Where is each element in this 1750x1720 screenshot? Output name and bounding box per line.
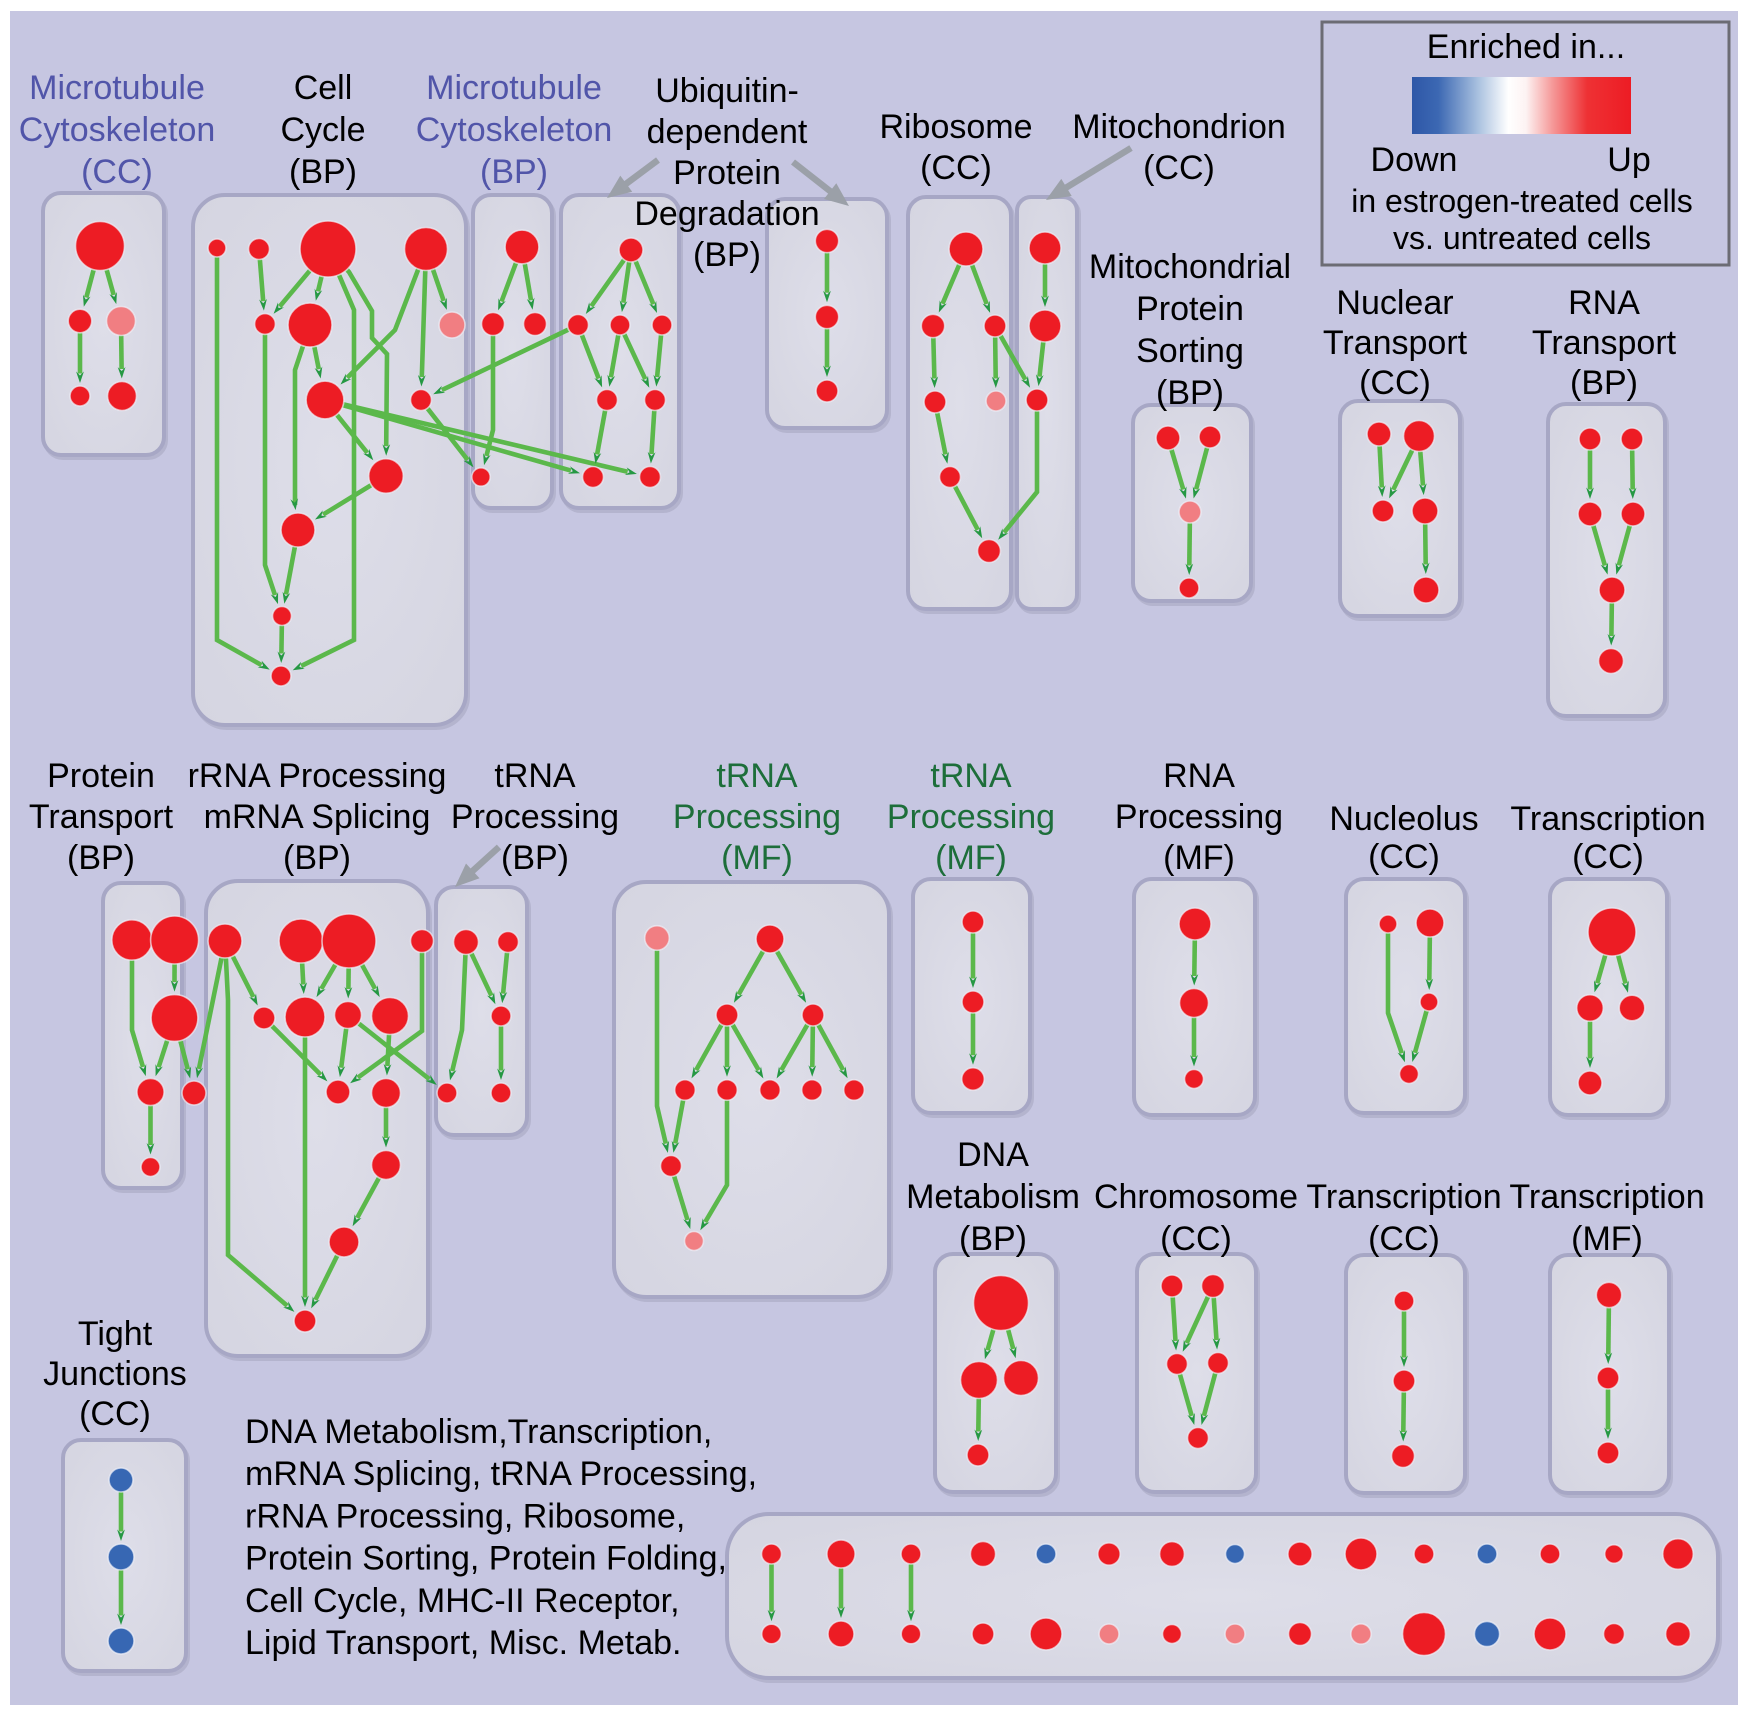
svg-text:Transport: Transport	[1323, 324, 1468, 362]
svg-text:Transport: Transport	[1532, 324, 1677, 362]
svg-text:(CC): (CC)	[1368, 1220, 1440, 1258]
svg-text:Nuclear: Nuclear	[1336, 284, 1453, 322]
svg-text:Mitochondrial: Mitochondrial	[1089, 248, 1291, 286]
svg-text:Processing: Processing	[673, 798, 841, 836]
svg-text:Enriched in...: Enriched in...	[1427, 28, 1625, 66]
svg-text:Transcription: Transcription	[1306, 1178, 1501, 1216]
svg-text:(CC): (CC)	[1160, 1220, 1232, 1258]
svg-text:(BP): (BP)	[67, 839, 135, 877]
svg-text:Protein: Protein	[1136, 290, 1244, 328]
svg-text:dependent: dependent	[647, 113, 808, 151]
svg-text:(BP): (BP)	[501, 839, 569, 877]
svg-text:Cytoskeleton: Cytoskeleton	[416, 111, 613, 149]
svg-text:(BP): (BP)	[480, 153, 548, 191]
svg-text:Transcription: Transcription	[1510, 800, 1705, 838]
svg-text:(CC): (CC)	[79, 1395, 151, 1433]
svg-text:Cytoskeleton: Cytoskeleton	[19, 111, 216, 149]
svg-text:tRNA: tRNA	[494, 757, 576, 795]
svg-text:(BP): (BP)	[283, 839, 351, 877]
svg-text:Ubiquitin-: Ubiquitin-	[655, 72, 799, 110]
svg-text:(BP): (BP)	[1570, 364, 1638, 402]
svg-text:rRNA Processing, Ribosome,: rRNA Processing, Ribosome,	[245, 1497, 685, 1535]
svg-text:RNA: RNA	[1568, 284, 1640, 322]
svg-text:vs. untreated cells: vs. untreated cells	[1393, 220, 1651, 256]
svg-text:Up: Up	[1607, 141, 1650, 179]
svg-text:Protein: Protein	[673, 154, 781, 192]
svg-text:(CC): (CC)	[81, 153, 153, 191]
svg-text:in estrogen-treated cells: in estrogen-treated cells	[1351, 183, 1693, 219]
svg-text:Microtubule: Microtubule	[29, 69, 205, 107]
svg-text:(CC): (CC)	[1359, 364, 1431, 402]
svg-text:mRNA Splicing, tRNA Processing: mRNA Splicing, tRNA Processing,	[245, 1455, 757, 1493]
svg-text:Microtubule: Microtubule	[426, 69, 602, 107]
svg-text:Mitochondrion: Mitochondrion	[1072, 108, 1286, 146]
svg-text:Degradation: Degradation	[634, 195, 819, 233]
svg-text:Metabolism: Metabolism	[906, 1178, 1080, 1216]
svg-text:Processing: Processing	[1115, 798, 1283, 836]
svg-text:(BP): (BP)	[1156, 374, 1224, 412]
svg-text:(CC): (CC)	[1143, 149, 1215, 187]
svg-text:Transport: Transport	[29, 798, 174, 836]
svg-text:RNA: RNA	[1163, 757, 1235, 795]
svg-text:Sorting: Sorting	[1136, 332, 1244, 370]
svg-text:(MF): (MF)	[1163, 839, 1235, 877]
svg-text:(BP): (BP)	[289, 153, 357, 191]
svg-text:rRNA Processing: rRNA Processing	[188, 757, 447, 795]
svg-text:(BP): (BP)	[693, 236, 761, 274]
svg-text:Chromosome: Chromosome	[1094, 1178, 1298, 1216]
svg-text:DNA: DNA	[957, 1136, 1029, 1174]
svg-text:(CC): (CC)	[920, 149, 992, 187]
svg-text:Cell: Cell	[294, 69, 353, 107]
svg-text:Lipid Transport, Misc. Metab.: Lipid Transport, Misc. Metab.	[245, 1624, 682, 1662]
svg-text:Nucleolus: Nucleolus	[1329, 800, 1478, 838]
svg-text:Junctions: Junctions	[43, 1355, 187, 1393]
svg-text:(MF): (MF)	[1571, 1220, 1643, 1258]
svg-text:Cell Cycle, MHC-II Receptor,: Cell Cycle, MHC-II Receptor,	[245, 1582, 680, 1620]
svg-text:Protein: Protein	[47, 757, 155, 795]
svg-text:Tight: Tight	[78, 1315, 153, 1353]
svg-text:(MF): (MF)	[935, 839, 1007, 877]
svg-text:Ribosome: Ribosome	[879, 108, 1032, 146]
svg-text:tRNA: tRNA	[930, 757, 1012, 795]
svg-text:(MF): (MF)	[721, 839, 793, 877]
svg-text:(CC): (CC)	[1368, 838, 1440, 876]
svg-text:(BP): (BP)	[959, 1220, 1027, 1258]
svg-text:DNA Metabolism,Transcription,: DNA Metabolism,Transcription,	[245, 1413, 712, 1451]
svg-text:Cycle: Cycle	[280, 111, 365, 149]
svg-text:Transcription: Transcription	[1509, 1178, 1704, 1216]
svg-text:Processing: Processing	[887, 798, 1055, 836]
svg-text:Processing: Processing	[451, 798, 619, 836]
svg-text:Protein Sorting, Protein Foldi: Protein Sorting, Protein Folding,	[245, 1540, 727, 1578]
svg-text:mRNA Splicing: mRNA Splicing	[204, 798, 431, 836]
svg-text:(CC): (CC)	[1572, 838, 1644, 876]
svg-text:Down: Down	[1371, 141, 1458, 179]
svg-text:tRNA: tRNA	[716, 757, 798, 795]
